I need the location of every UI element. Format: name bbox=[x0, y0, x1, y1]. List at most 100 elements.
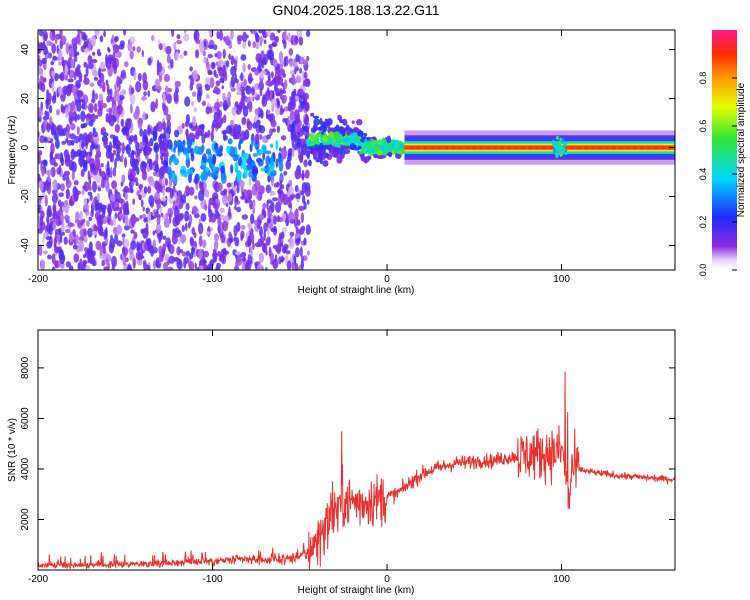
heatmap-cell bbox=[65, 42, 71, 54]
heatmap-cell bbox=[136, 190, 140, 197]
heatmap-cell bbox=[357, 130, 363, 137]
heatmap-cell bbox=[514, 146, 519, 149]
heatmap-cell bbox=[329, 127, 336, 132]
heatmap-cell bbox=[79, 221, 84, 226]
heatmap-cell bbox=[153, 259, 156, 270]
heatmap-cell bbox=[143, 186, 148, 194]
heatmap-cell bbox=[660, 146, 665, 149]
heatmap-cell bbox=[75, 234, 79, 245]
heatmap-cell bbox=[108, 96, 115, 102]
spectrogram-x-label: Height of straight line (km) bbox=[298, 285, 415, 296]
heatmap-cell bbox=[105, 145, 112, 152]
heatmap-cell bbox=[92, 70, 99, 77]
spectrogram-y-ticks: -40 -20 0 20 40 bbox=[20, 44, 675, 253]
heatmap-cell bbox=[341, 129, 346, 137]
heatmap-cell bbox=[127, 41, 133, 52]
heatmap-cell bbox=[303, 125, 310, 132]
heatmap-cell bbox=[365, 155, 371, 160]
heatmap-cell bbox=[142, 206, 145, 212]
spectrogram-x-ticks: -200 -100 0 100 bbox=[28, 30, 570, 285]
heatmap-cell bbox=[83, 161, 88, 172]
heatmap-cell bbox=[136, 46, 141, 53]
heatmap-cell bbox=[190, 247, 195, 255]
heatmap-cell bbox=[201, 100, 206, 107]
heatmap-cell bbox=[267, 113, 274, 122]
heatmap-cell bbox=[184, 256, 189, 264]
heatmap-cell bbox=[611, 146, 616, 149]
heatmap-cell bbox=[270, 119, 277, 128]
heatmap-cell bbox=[305, 30, 311, 38]
heatmap-cell bbox=[333, 147, 340, 152]
heatmap-cell bbox=[306, 150, 310, 160]
heatmap-cell bbox=[69, 195, 73, 206]
heatmap-cell bbox=[265, 80, 272, 87]
heatmap-cell bbox=[73, 71, 77, 81]
heatmap-cell bbox=[56, 91, 59, 98]
heatmap-cell bbox=[94, 93, 98, 100]
heatmap-cell bbox=[112, 44, 119, 54]
heatmap-cell bbox=[295, 53, 300, 63]
heatmap-cell bbox=[115, 207, 121, 211]
heatmap-cell bbox=[245, 259, 252, 270]
heatmap-cell bbox=[300, 58, 303, 65]
heatmap-cell bbox=[286, 260, 292, 270]
heatmap-cell bbox=[156, 208, 159, 219]
heatmap-cell bbox=[242, 163, 247, 171]
heatmap-cell bbox=[241, 117, 247, 125]
heatmap-cell bbox=[159, 146, 166, 157]
heatmap-cell bbox=[175, 80, 181, 88]
heatmap-cell bbox=[113, 62, 118, 75]
heatmap-cell bbox=[225, 35, 230, 46]
heatmap-cell bbox=[230, 164, 234, 174]
heatmap-cell bbox=[479, 146, 484, 149]
heatmap-cell bbox=[193, 106, 198, 113]
heatmap-cell bbox=[68, 112, 74, 117]
heatmap-cell bbox=[158, 245, 163, 256]
heatmap-cell bbox=[142, 80, 149, 91]
heatmap-cell bbox=[561, 138, 565, 143]
heatmap-cell bbox=[176, 246, 181, 256]
heatmap-cell bbox=[220, 165, 226, 174]
heatmap-cell bbox=[296, 30, 303, 38]
heatmap-cell bbox=[241, 81, 244, 88]
heatmap-cell bbox=[376, 150, 384, 156]
heatmap-cell bbox=[299, 67, 302, 74]
heatmap-cell bbox=[220, 190, 227, 196]
heatmap-cell bbox=[297, 88, 304, 96]
heatmap-cell bbox=[44, 34, 48, 40]
heatmap-cell bbox=[155, 222, 162, 234]
heatmap-cell bbox=[553, 150, 557, 155]
heatmap-cell bbox=[254, 69, 260, 76]
heatmap-cell bbox=[165, 178, 168, 186]
heatmap-cell bbox=[147, 57, 152, 66]
heatmap-cell bbox=[75, 83, 81, 88]
heatmap-cell bbox=[83, 253, 86, 259]
heatmap-cell bbox=[227, 193, 233, 203]
heatmap-cell bbox=[206, 61, 210, 72]
heatmap-cell bbox=[251, 86, 255, 96]
heatmap-cell bbox=[618, 146, 623, 149]
heatmap-cell bbox=[214, 53, 218, 58]
heatmap-cell bbox=[40, 259, 45, 270]
heatmap-cell bbox=[247, 63, 251, 70]
heatmap-cell bbox=[299, 246, 303, 258]
heatmap-cell bbox=[73, 180, 79, 186]
heatmap-cell bbox=[291, 147, 295, 158]
heatmap-cell bbox=[183, 50, 188, 56]
heatmap-cell bbox=[220, 248, 227, 254]
x-tick-label: 100 bbox=[553, 274, 570, 285]
heatmap-cell bbox=[283, 170, 288, 176]
heatmap-cell bbox=[108, 107, 113, 116]
heatmap-cell bbox=[302, 59, 308, 65]
heatmap-cell bbox=[236, 172, 242, 183]
heatmap-cell bbox=[65, 188, 70, 200]
heatmap-cell bbox=[319, 143, 324, 150]
heatmap-cell bbox=[83, 181, 90, 192]
heatmap-cell bbox=[275, 158, 279, 168]
heatmap-cell bbox=[99, 168, 102, 177]
heatmap-cell bbox=[41, 57, 47, 65]
heatmap-cell bbox=[167, 207, 174, 218]
heatmap-cell bbox=[152, 133, 157, 142]
heatmap-cell bbox=[240, 72, 244, 82]
heatmap-cell bbox=[68, 222, 75, 227]
